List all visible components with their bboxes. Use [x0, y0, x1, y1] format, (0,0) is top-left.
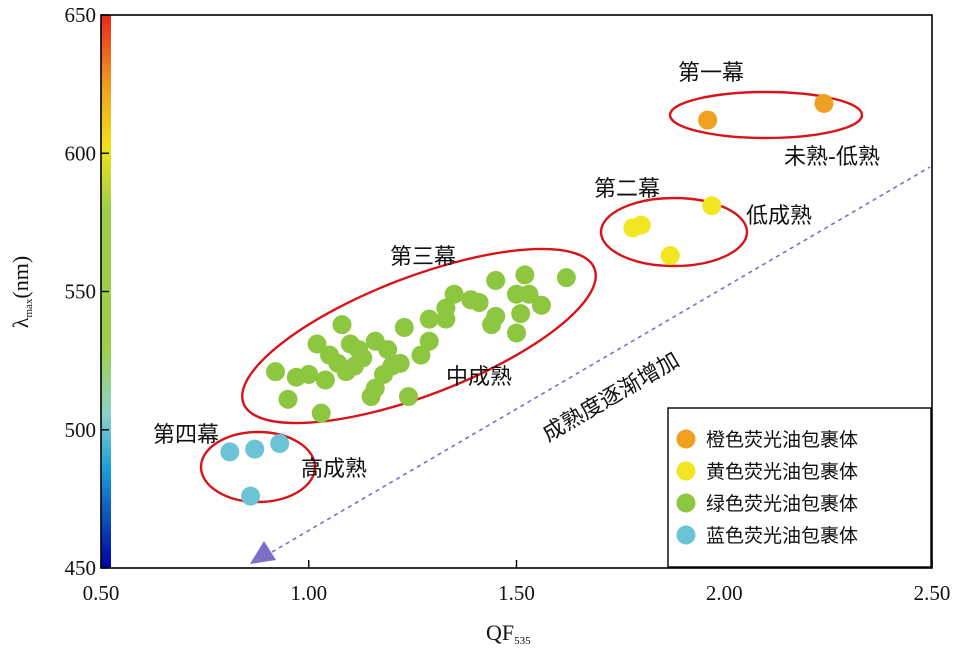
x-tick-label: 1.50	[498, 581, 535, 605]
label-maturity-high: 高成熟	[301, 457, 367, 482]
data-point-series-3	[332, 315, 352, 335]
legend-marker	[676, 525, 696, 545]
data-point-series-3	[311, 403, 331, 423]
y-tick-label: 500	[65, 418, 97, 442]
label-act-1: 第一幕	[678, 61, 744, 86]
x-tick-label: 0.50	[83, 581, 120, 605]
data-point-series-1	[814, 93, 834, 113]
data-point-series-3	[353, 348, 373, 368]
label-act-3: 第三幕	[390, 245, 456, 270]
data-point-series-3	[390, 353, 410, 373]
x-tick-label: 2.00	[706, 581, 743, 605]
y-tick-label: 650	[65, 3, 97, 27]
data-point-series-3	[315, 370, 335, 390]
data-point-series-3	[519, 284, 539, 304]
data-point-series-3	[365, 378, 385, 398]
data-point-series-3	[419, 331, 439, 351]
y-tick-label: 450	[65, 556, 97, 580]
data-point-series-3	[531, 295, 551, 315]
data-point-series-3	[266, 362, 286, 382]
y-tick-label: 550	[65, 280, 97, 304]
data-point-series-3	[278, 389, 298, 409]
legend-label: 绿色荧光油包裹体	[706, 493, 858, 515]
legend-marker	[676, 429, 696, 449]
legend-label: 黄色荧光油包裹体	[706, 461, 858, 483]
trend-arrowhead	[250, 541, 276, 564]
axis-ticks: 0.50 1.00 1.50 2.00 2.50 450 500 550 600 650	[65, 3, 951, 605]
data-point-series-1	[698, 110, 718, 130]
y-tick-label: 600	[65, 141, 97, 165]
data-point-series-2	[702, 196, 722, 216]
legend-label: 蓝色荧光油包裹体	[706, 525, 858, 547]
label-act-2: 第二幕	[594, 177, 660, 202]
label-act-4: 第四幕	[153, 423, 219, 448]
legend-label: 橙色荧光油包裹体	[706, 429, 858, 451]
label-maturity-low-immature: 未熟-低熟	[784, 145, 880, 170]
legend-marker	[676, 461, 696, 481]
data-point-series-3	[378, 340, 398, 360]
data-point-series-4	[245, 439, 265, 459]
data-point-series-3	[394, 317, 414, 337]
data-point-series-3	[486, 306, 506, 326]
data-point-series-3	[486, 270, 506, 290]
x-axis-title: QF535	[486, 620, 531, 647]
data-point-series-3	[419, 309, 439, 329]
x-tick-label: 1.00	[290, 581, 327, 605]
label-maturity-mid: 中成熟	[446, 365, 512, 390]
data-point-series-3	[299, 364, 319, 384]
trend-arrow-line	[271, 166, 931, 553]
data-point-series-3	[411, 345, 431, 365]
data-point-series-3	[507, 323, 526, 343]
data-point-series-3	[511, 304, 531, 324]
label-trend: 成熟度逐渐增加	[538, 348, 684, 447]
data-point-series-2	[660, 246, 680, 266]
scatter-points	[220, 93, 834, 506]
data-point-series-3	[398, 387, 418, 407]
ellipse-act-2	[599, 196, 749, 268]
legend-marker	[676, 493, 696, 513]
data-point-series-4	[241, 486, 261, 506]
data-point-series-2	[631, 215, 651, 235]
data-point-series-3	[556, 268, 576, 288]
label-maturity-low: 低成熟	[746, 204, 812, 229]
y-axis-title: λmax(nm)	[8, 256, 35, 328]
ellipse-act-1	[668, 90, 864, 140]
data-point-series-3	[515, 265, 535, 285]
data-point-series-3	[444, 284, 464, 304]
data-point-series-3	[307, 334, 327, 354]
ellipse-act-3	[241, 247, 597, 425]
data-point-series-3	[436, 309, 456, 329]
data-point-series-4	[270, 434, 290, 454]
data-point-series-4	[220, 442, 240, 462]
x-tick-label: 2.50	[914, 581, 951, 605]
data-point-series-3	[469, 293, 489, 313]
legend-box	[667, 407, 932, 568]
